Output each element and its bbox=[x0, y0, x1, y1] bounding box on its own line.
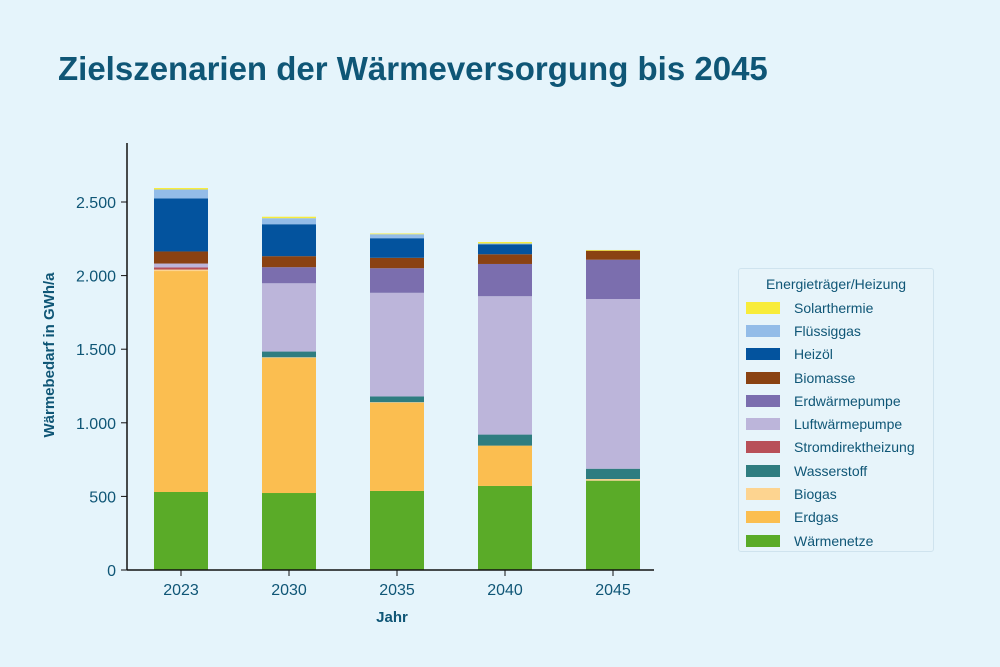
bar-segment bbox=[478, 296, 532, 435]
bar-segment bbox=[154, 198, 208, 252]
bar-segment bbox=[370, 257, 424, 269]
legend-item: Heizöl bbox=[739, 343, 933, 366]
bar-segment bbox=[586, 479, 640, 481]
legend-swatch bbox=[746, 394, 780, 407]
bar-segment bbox=[478, 485, 532, 570]
bar-segment bbox=[586, 259, 640, 300]
x-tick-label: 2035 bbox=[379, 582, 415, 599]
legend-item: Wasserstoff bbox=[739, 459, 933, 482]
bar-segment bbox=[370, 292, 424, 397]
legend-item: Biomasse bbox=[739, 366, 933, 389]
y-tick-label: 2.500 bbox=[76, 195, 116, 212]
legend-swatch bbox=[746, 371, 780, 384]
legend-item: Luftwärmepumpe bbox=[739, 412, 933, 435]
bar-segment bbox=[262, 224, 316, 257]
bar-segment bbox=[478, 263, 532, 297]
bar-segment bbox=[262, 267, 316, 284]
bar-segment bbox=[370, 402, 424, 491]
y-tick-label: 0 bbox=[107, 563, 116, 580]
legend-item: Flüssiggas bbox=[739, 319, 933, 342]
legend-swatch bbox=[746, 464, 780, 477]
bar-segment bbox=[154, 188, 208, 190]
bar-segment bbox=[478, 434, 532, 446]
x-tick-label: 2030 bbox=[271, 582, 307, 599]
bar-segment bbox=[154, 271, 208, 492]
bar-segment bbox=[262, 493, 316, 570]
legend-item: Erdgas bbox=[739, 506, 933, 529]
bar-segment bbox=[370, 490, 424, 570]
x-ticks: 2023 2030 2035 2040 2045 bbox=[163, 570, 631, 599]
bar-segment bbox=[154, 269, 208, 272]
x-tick-label: 2040 bbox=[487, 582, 523, 599]
bar-segment bbox=[154, 267, 208, 270]
bar-segment bbox=[262, 283, 316, 352]
legend-item: Erdwärmepumpe bbox=[739, 389, 933, 412]
y-tick-label: 500 bbox=[89, 489, 116, 506]
y-tick-label: 2.000 bbox=[76, 269, 116, 286]
bar-segment bbox=[262, 216, 316, 219]
y-tick-label: 1.000 bbox=[76, 416, 116, 433]
legend-title: Energieträger/Heizung bbox=[765, 276, 907, 292]
bar-segment bbox=[262, 357, 316, 359]
legend-item: Solarthermie bbox=[739, 296, 933, 319]
legend-swatch bbox=[746, 348, 780, 361]
bar-segment bbox=[478, 244, 532, 255]
bar-segment bbox=[586, 299, 640, 469]
bar-segment bbox=[262, 358, 316, 494]
bar-segment bbox=[478, 242, 532, 244]
legend-item: Biogas bbox=[739, 482, 933, 505]
bar-segment bbox=[262, 351, 316, 358]
bar-segment bbox=[262, 256, 316, 268]
legend-label: Wasserstoff bbox=[794, 462, 868, 479]
legend-swatch bbox=[746, 488, 780, 501]
bar-segment bbox=[586, 250, 640, 260]
bar-segment bbox=[370, 234, 424, 239]
bar-segment bbox=[370, 268, 424, 293]
bar-segment bbox=[586, 480, 640, 570]
legend-label: Luftwärmepumpe bbox=[794, 416, 903, 433]
bar-segment bbox=[478, 243, 532, 245]
y-ticks: 0 500 1.000 1.500 2.000 2.500 bbox=[76, 195, 127, 580]
y-tick-label: 1.500 bbox=[76, 342, 116, 359]
bar-segment bbox=[154, 263, 208, 268]
bar-segment bbox=[154, 491, 208, 570]
legend-swatch bbox=[746, 534, 780, 547]
bar-segment bbox=[154, 189, 208, 199]
bar-segment bbox=[370, 238, 424, 258]
legend: Energieträger/Heizung Solarthermie Flüssi… bbox=[738, 268, 934, 552]
legend-item: Stromdirektheizung bbox=[739, 436, 933, 459]
y-axis-label: Wärmebedarf in GWh/a bbox=[41, 272, 58, 438]
legend-item: Wärmenetze bbox=[739, 529, 933, 552]
legend-label: Stromdirektheizung bbox=[794, 439, 915, 456]
bar-segment bbox=[478, 445, 532, 486]
legend-swatch bbox=[746, 441, 780, 454]
legend-label: Biomasse bbox=[794, 369, 856, 386]
legend-swatch bbox=[746, 301, 780, 314]
bar-segment bbox=[586, 249, 640, 251]
chart-title: Zielszenarien der Wärmeversorgung bis 20… bbox=[58, 50, 768, 87]
legend-swatch bbox=[746, 511, 780, 524]
legend-label: Solarthermie bbox=[794, 299, 874, 316]
legend-swatch bbox=[746, 324, 780, 337]
bar-segment bbox=[262, 218, 316, 225]
bars-group bbox=[154, 188, 640, 570]
legend-label: Wärmenetze bbox=[794, 532, 874, 549]
legend-swatch bbox=[746, 418, 780, 431]
x-tick-label: 2045 bbox=[595, 582, 631, 599]
x-tick-label: 2023 bbox=[163, 582, 199, 599]
x-axis-label: Jahr bbox=[376, 609, 408, 626]
bar-segment bbox=[370, 233, 424, 235]
legend-label: Flüssiggas bbox=[794, 322, 861, 339]
legend-label: Erdwärmepumpe bbox=[794, 392, 901, 409]
bar-segment bbox=[370, 396, 424, 403]
bar-segment bbox=[478, 254, 532, 264]
bar-segment bbox=[586, 468, 640, 480]
legend-label: Biogas bbox=[794, 486, 837, 503]
bar-segment bbox=[154, 251, 208, 264]
legend-label: Heizöl bbox=[794, 346, 833, 363]
legend-label: Erdgas bbox=[794, 509, 839, 526]
